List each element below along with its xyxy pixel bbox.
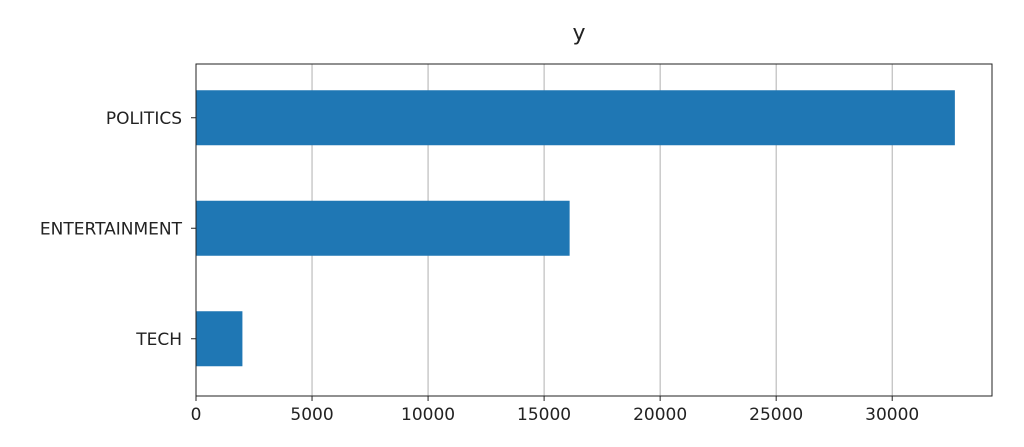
x-tick-label: 0	[191, 405, 202, 425]
x-axis-ticks: 0 5000 10000 15000 20000 25000 30000	[191, 396, 919, 425]
bar-entertainment	[196, 200, 570, 256]
bar-politics	[196, 90, 955, 146]
x-tick-label: 5000	[290, 405, 333, 425]
plot-area-frame	[195, 63, 993, 397]
x-tick-label: 10000	[401, 405, 455, 425]
chart-title: y	[572, 21, 585, 46]
bar-tech	[196, 311, 243, 367]
y-tick-label: TECH	[135, 330, 182, 350]
bars	[196, 90, 955, 367]
x-tick-label: 25000	[749, 405, 803, 425]
x-tick-label: 30000	[865, 405, 919, 425]
x-tick-label: 20000	[633, 405, 687, 425]
y-tick-label: POLITICS	[106, 109, 182, 129]
y-axis-ticks: POLITICS ENTERTAINMENT TECH	[40, 109, 196, 350]
y-tick-label: ENTERTAINMENT	[40, 219, 183, 239]
x-tick-label: 15000	[517, 405, 571, 425]
